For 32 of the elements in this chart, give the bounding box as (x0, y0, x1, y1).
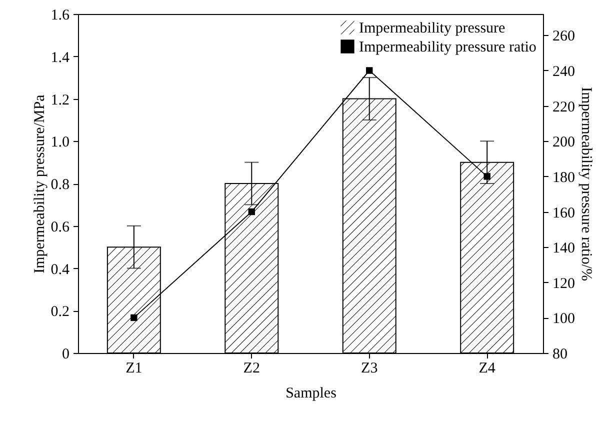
y-tick-label: 0 (62, 346, 70, 362)
y-axis-title: Impermeability pressure/MPa (32, 94, 48, 274)
point (248, 208, 255, 216)
y-tick-label: 1.0 (50, 134, 70, 151)
y2-axis-title: Impermeability pressure ratio/% (578, 86, 594, 282)
x-axis-title: Samples (286, 386, 337, 402)
y-tick-label: 0.6 (50, 219, 70, 236)
y-tick-label: 1.6 (50, 8, 70, 24)
x-tick-label: Z3 (361, 360, 378, 376)
x-tick-label: Z2 (243, 360, 260, 376)
y-tick-label: 0.8 (50, 177, 70, 193)
y2-tick-label: 120 (552, 276, 575, 292)
y2-tick-label: 80 (552, 346, 568, 362)
y-tick-label: 0.4 (50, 262, 70, 278)
y2-tick-label: 100 (552, 311, 575, 328)
point (130, 314, 138, 322)
x-tick-label: Z1 (126, 360, 142, 376)
y2-tick-label: 160 (552, 205, 575, 222)
y-tick-label: 0.2 (50, 304, 70, 320)
y2-tick-label: 220 (552, 99, 575, 116)
point (484, 173, 490, 180)
y2-tick-label: 200 (552, 134, 575, 151)
point (366, 67, 373, 74)
legend-label: Impermeability pressure (359, 20, 506, 36)
y2-tick-label: 140 (552, 240, 575, 257)
x-tick-label: Z4 (478, 360, 496, 376)
legend-label: Impermeability pressure ratio (359, 40, 536, 56)
y2-tick-label: 240 (552, 64, 575, 80)
y2-tick-label: 260 (552, 28, 575, 45)
y-tick-label: 1.2 (50, 92, 70, 108)
y2-tick-label: 180 (552, 170, 575, 186)
y-tick-label: 1.4 (50, 50, 70, 66)
